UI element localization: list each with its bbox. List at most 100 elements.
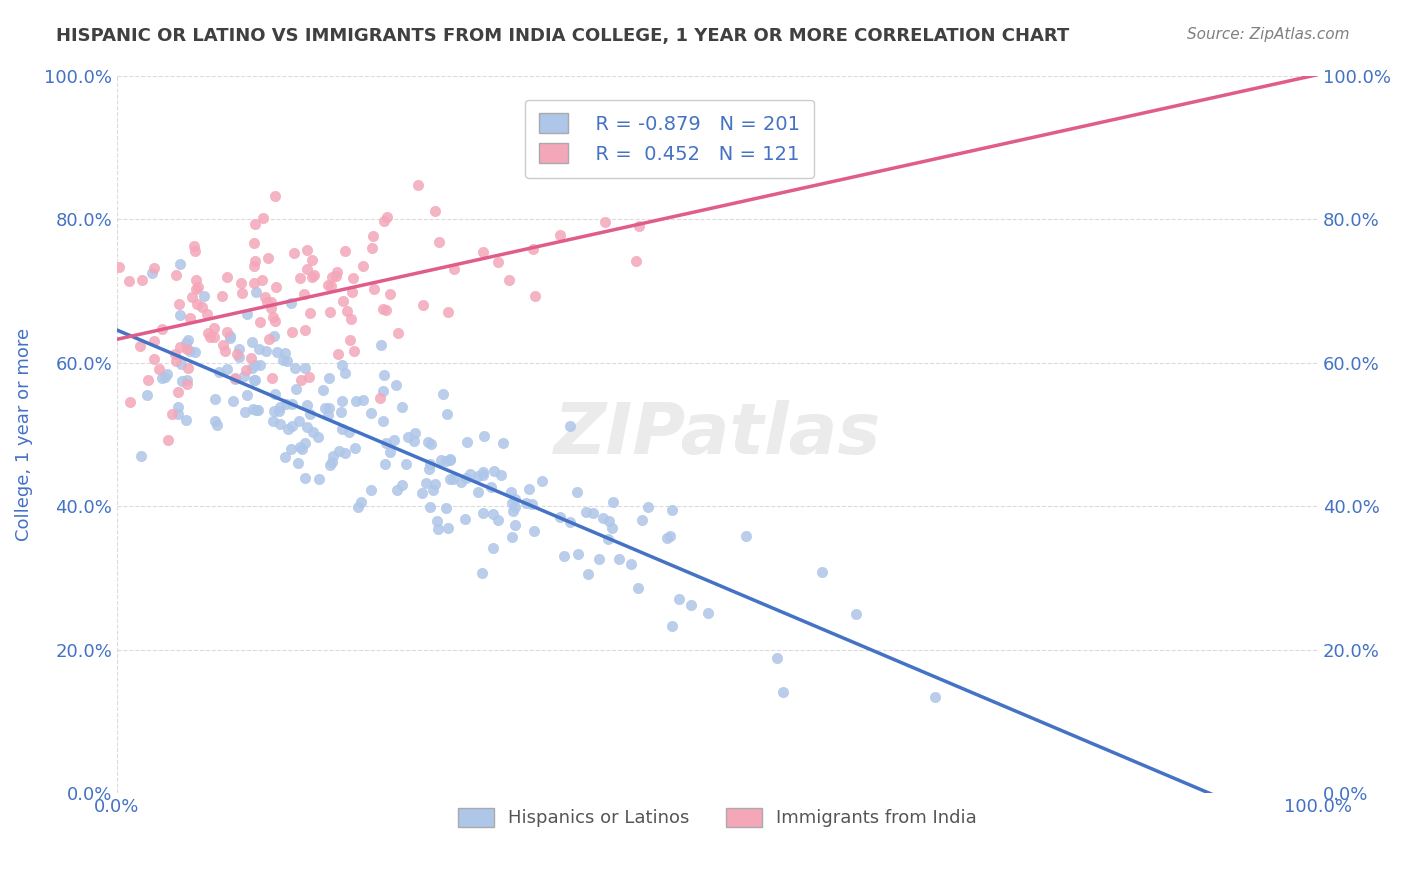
Point (427, 523, 450, 537)
Point (262, 310, 284, 325)
Point (163, 347, 186, 361)
Point (434, 501, 457, 516)
Point (176, 377, 198, 392)
Point (330, 358, 353, 372)
Point (218, 331, 240, 345)
Point (211, 289, 233, 303)
Point (503, 500, 526, 514)
Point (637, 500, 659, 515)
Point (263, 404, 285, 418)
Point (332, 293, 354, 308)
Point (129, 449, 152, 463)
Point (425, 476, 447, 491)
Point (360, 483, 382, 497)
Point (418, 462, 440, 476)
Point (186, 282, 208, 296)
Point (471, 245, 494, 260)
Point (288, 414, 311, 428)
Point (301, 270, 323, 285)
Point (668, 592, 690, 607)
Point (257, 251, 280, 265)
Point (696, 607, 718, 621)
Point (143, 352, 166, 367)
Point (142, 334, 165, 348)
Point (325, 268, 347, 283)
Point (240, 334, 263, 349)
Point (242, 361, 264, 376)
Point (294, 471, 316, 485)
Point (439, 472, 461, 486)
Point (395, 457, 418, 471)
Point (204, 414, 226, 428)
Point (318, 371, 340, 385)
Point (184, 273, 207, 287)
Point (197, 326, 219, 340)
Point (160, 407, 183, 421)
Point (177, 361, 200, 376)
Point (217, 270, 239, 285)
Point (174, 412, 197, 426)
Point (378, 286, 401, 301)
Point (295, 420, 318, 434)
Point (304, 268, 326, 282)
Point (143, 260, 166, 275)
Point (179, 343, 201, 358)
Point (454, 512, 477, 526)
Point (136, 387, 159, 401)
Point (308, 472, 330, 486)
Text: HISPANIC OR LATINO VS IMMIGRANTS FROM INDIA COLLEGE, 1 YEAR OR MORE CORRELATION : HISPANIC OR LATINO VS IMMIGRANTS FROM IN… (56, 27, 1070, 45)
Point (471, 467, 494, 482)
Point (458, 467, 481, 482)
Point (375, 302, 398, 317)
Point (284, 360, 307, 375)
Point (415, 476, 437, 491)
Point (363, 281, 385, 295)
Point (167, 384, 190, 399)
Legend: Hispanics or Latinos, Immigrants from India: Hispanics or Latinos, Immigrants from In… (451, 801, 984, 835)
Point (128, 339, 150, 353)
Point (326, 347, 349, 361)
Point (322, 449, 344, 463)
Point (202, 330, 225, 344)
Point (321, 455, 343, 469)
Point (350, 494, 373, 508)
Point (492, 435, 515, 450)
Point (432, 386, 454, 401)
Point (242, 277, 264, 291)
Point (169, 257, 191, 271)
Point (553, 549, 575, 564)
Point (352, 259, 374, 273)
Point (177, 333, 200, 347)
Point (661, 502, 683, 516)
Point (284, 382, 307, 396)
Point (298, 369, 321, 384)
Point (404, 425, 426, 440)
Point (387, 483, 409, 497)
Point (396, 430, 419, 444)
Point (262, 414, 284, 428)
Point (766, 651, 789, 665)
Point (207, 418, 229, 433)
Point (342, 271, 364, 285)
Point (274, 345, 297, 359)
Point (243, 260, 266, 274)
Point (290, 373, 312, 387)
Point (176, 373, 198, 387)
Point (208, 365, 231, 379)
Point (845, 607, 868, 622)
Point (319, 458, 342, 472)
Point (472, 506, 495, 520)
Point (264, 314, 287, 328)
Y-axis label: College, 1 year or more: College, 1 year or more (15, 328, 32, 541)
Point (454, 471, 477, 485)
Point (344, 394, 367, 409)
Point (419, 457, 441, 471)
Point (486, 255, 509, 269)
Point (576, 567, 599, 582)
Point (302, 425, 325, 440)
Point (658, 529, 681, 543)
Point (439, 451, 461, 466)
Point (281, 397, 304, 411)
Point (136, 373, 159, 387)
Point (582, 506, 605, 520)
